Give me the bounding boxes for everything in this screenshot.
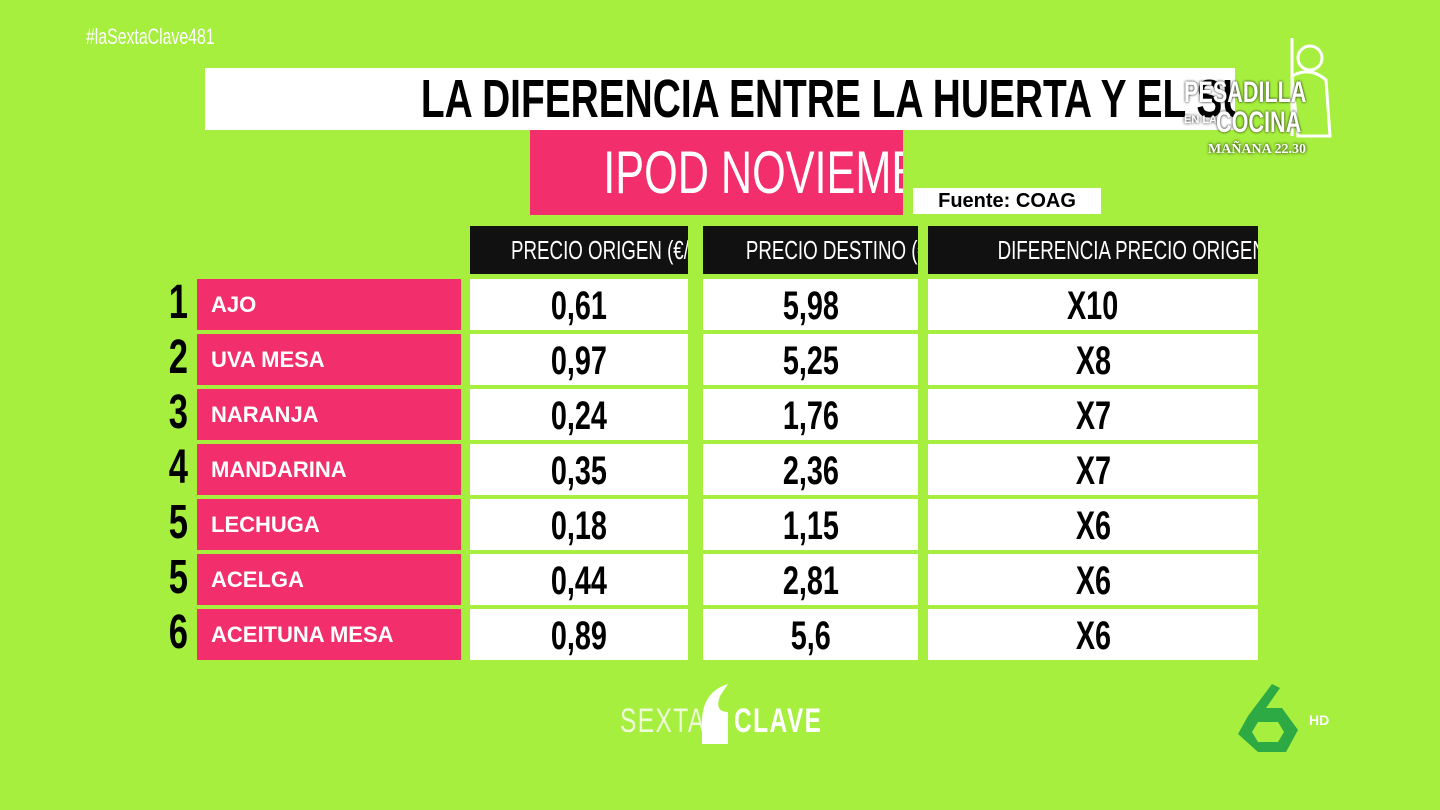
value-cell-text: X8 xyxy=(1075,339,1111,383)
chef-silhouette xyxy=(1290,38,1332,138)
value-cell: 2,81 xyxy=(703,554,918,605)
column-header: PRECIO ORIGEN (€/KG) xyxy=(470,226,688,274)
value-cell: 0,89 xyxy=(470,609,688,660)
value-cell: 1,15 xyxy=(703,499,918,550)
promo-show: PESADILLA xyxy=(1184,76,1354,110)
value-cell-text: 0,61 xyxy=(550,284,608,328)
value-cell: X7 xyxy=(928,389,1258,440)
value-cell: 1,76 xyxy=(703,389,918,440)
title: LA DIFERENCIA ENTRE LA HUERTA Y EL SUPER… xyxy=(420,69,1235,129)
value-cell: 0,18 xyxy=(470,499,688,550)
logo-six xyxy=(702,684,728,744)
value-cell: 5,98 xyxy=(703,279,918,330)
value-cell: 5,6 xyxy=(703,609,918,660)
value-cell-text: 1,15 xyxy=(782,504,839,548)
rank: 6 xyxy=(158,603,198,659)
rank-text: 3 xyxy=(168,386,188,439)
column-header: PRECIO DESTINO (€/KG) xyxy=(703,226,918,274)
rank-text: 5 xyxy=(168,551,188,604)
value-cell-text: X7 xyxy=(1075,449,1111,493)
value-cell-text: X10 xyxy=(1067,284,1119,328)
value-cell: X6 xyxy=(928,609,1258,660)
promo-end-text: COCINA xyxy=(1216,106,1302,139)
lasexta-logo xyxy=(1238,684,1298,752)
promo-show-text: PESADILLA xyxy=(1184,76,1307,109)
value-cell-text: 2,81 xyxy=(782,559,839,603)
value-cell-text: X6 xyxy=(1075,614,1111,658)
product-cell: MANDARINA xyxy=(197,444,461,495)
rank: 1 xyxy=(158,273,198,329)
value-cell-text: 0,18 xyxy=(550,504,608,548)
value-cell-text: 0,97 xyxy=(550,339,608,383)
value-cell: 0,24 xyxy=(470,389,688,440)
value-cell: X6 xyxy=(928,499,1258,550)
value-cell-text: X6 xyxy=(1075,559,1111,603)
promo-time: MAÑANA 22.30 xyxy=(1208,142,1306,157)
rank: 5 xyxy=(158,548,198,604)
value-cell-text: 0,35 xyxy=(550,449,608,493)
logo-left: SEXTA xyxy=(620,702,739,741)
promo-end: COCINA xyxy=(1216,106,1334,140)
rank: 4 xyxy=(158,438,198,494)
rank-text: 4 xyxy=(168,441,188,494)
value-cell: X8 xyxy=(928,334,1258,385)
rank: 5 xyxy=(158,493,198,549)
product-cell: LECHUGA xyxy=(197,499,461,550)
subtitle: IPOD NOVIEMBRE xyxy=(603,139,903,206)
title-box: LA DIFERENCIA ENTRE LA HUERTA Y EL SUPER… xyxy=(205,68,1235,130)
rank-text: 5 xyxy=(168,496,188,549)
promo-small: EN LA xyxy=(1184,114,1217,126)
value-cell: 5,25 xyxy=(703,334,918,385)
column-header-text: PRECIO DESTINO (€/KG) xyxy=(745,235,918,265)
logo-right-text: CLAVE xyxy=(734,702,823,740)
value-cell-text: X6 xyxy=(1075,504,1111,548)
value-cell-text: 5,98 xyxy=(782,284,839,328)
subtitle-box: IPOD NOVIEMBRE xyxy=(530,130,903,215)
value-cell: X7 xyxy=(928,444,1258,495)
value-cell: 2,36 xyxy=(703,444,918,495)
rank: 3 xyxy=(158,383,198,439)
logo-right: CLAVE xyxy=(734,702,857,741)
promo-logo: PESADILLA EN LA COCINA MAÑANA 22.30 xyxy=(1180,36,1340,160)
value-cell-text: X7 xyxy=(1075,394,1111,438)
hd-badge: HD xyxy=(1309,712,1330,728)
value-cell-text: 2,36 xyxy=(782,449,839,493)
product-cell: NARANJA xyxy=(197,389,461,440)
rank-text: 6 xyxy=(168,606,188,659)
product-cell: AJO xyxy=(197,279,461,330)
value-cell-text: 1,76 xyxy=(782,394,839,438)
column-header-text: DIFERENCIA PRECIO ORIGEN-DESTINO xyxy=(997,235,1258,265)
logo-left-text: SEXTA xyxy=(620,702,706,740)
product-cell: ACELGA xyxy=(197,554,461,605)
hashtag: #laSextaClave481 xyxy=(86,24,265,50)
column-header-text: PRECIO ORIGEN (€/KG) xyxy=(511,235,688,265)
product-cell: ACEITUNA MESA xyxy=(197,609,461,660)
value-cell-text: 0,89 xyxy=(550,614,608,658)
value-cell: 0,97 xyxy=(470,334,688,385)
rank: 2 xyxy=(158,328,198,384)
value-cell-text: 0,44 xyxy=(550,559,608,603)
product-cell: UVA MESA xyxy=(197,334,461,385)
source: Fuente: COAG xyxy=(913,188,1101,214)
rank-text: 2 xyxy=(168,331,188,384)
hashtag-text: #laSextaClave481 xyxy=(86,24,215,49)
value-cell-text: 5,6 xyxy=(790,614,831,658)
value-cell: 0,44 xyxy=(470,554,688,605)
value-cell-text: 0,24 xyxy=(550,394,608,438)
value-cell-text: 5,25 xyxy=(782,339,839,383)
value-cell: 0,61 xyxy=(470,279,688,330)
value-cell: 0,35 xyxy=(470,444,688,495)
value-cell: X6 xyxy=(928,554,1258,605)
value-cell: X10 xyxy=(928,279,1258,330)
column-header: DIFERENCIA PRECIO ORIGEN-DESTINO xyxy=(928,226,1258,274)
rank-text: 1 xyxy=(168,276,188,329)
sexta-clave-logo: SEXTA CLAVE xyxy=(620,680,830,750)
